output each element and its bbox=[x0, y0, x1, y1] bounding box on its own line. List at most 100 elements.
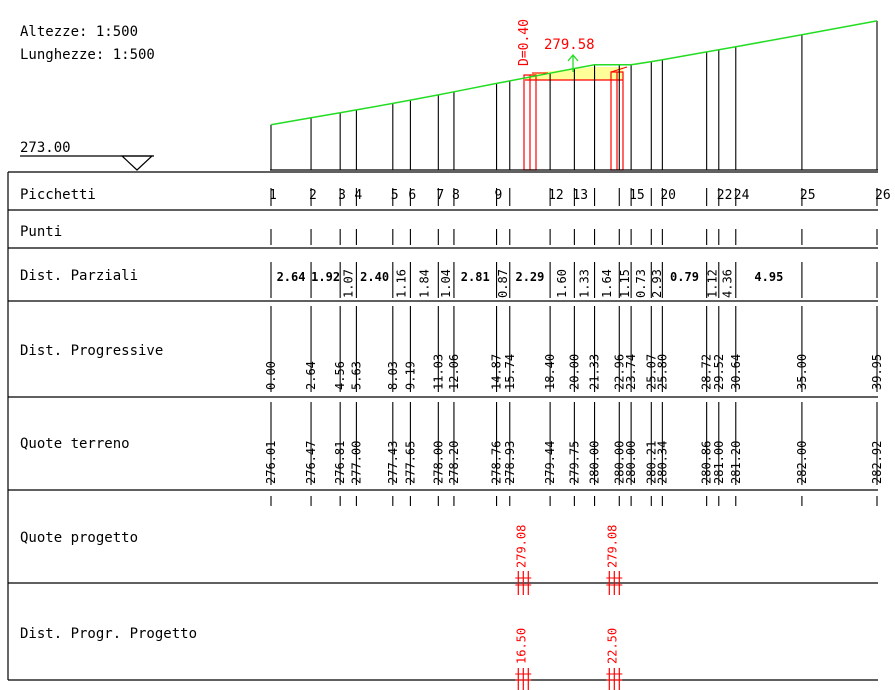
quota-terreno-label: 280.86 bbox=[700, 441, 714, 484]
partial-distance-label: 1.84 bbox=[417, 269, 431, 298]
partial-distance-label: 2.29 bbox=[515, 270, 544, 284]
partial-distance-label: 2.93 bbox=[650, 269, 664, 298]
quota-terreno-label: 280.21 bbox=[644, 441, 658, 484]
quota-terreno-label: 282.00 bbox=[795, 441, 809, 484]
progressive-label: 9.19 bbox=[403, 361, 417, 390]
partial-distance-label: 0.87 bbox=[496, 269, 510, 298]
quota-progetto-label: 279.08 bbox=[514, 525, 528, 568]
picchetto-label: 20 bbox=[660, 188, 676, 203]
progressive-label: 18.40 bbox=[543, 354, 557, 390]
progressive-label: 0.00 bbox=[264, 361, 278, 390]
partial-distance-label: 1.07 bbox=[341, 269, 355, 298]
quota-terreno-label: 280.00 bbox=[612, 441, 626, 484]
partial-distance-label: 4.95 bbox=[754, 270, 783, 284]
partial-distance-label: 2.40 bbox=[360, 270, 389, 284]
picchetto-label: 22 bbox=[717, 188, 733, 203]
progressive-label: 21.33 bbox=[588, 354, 602, 390]
picchetto-label: 4 bbox=[354, 188, 362, 203]
quota-terreno-label: 278.20 bbox=[447, 441, 461, 484]
progressive-label: 25.07 bbox=[644, 354, 658, 390]
picchetto-label: 24 bbox=[734, 188, 750, 203]
quota-terreno-label: 280.00 bbox=[624, 441, 638, 484]
data-table-grid bbox=[7, 171, 878, 681]
picchetto-label: 8 bbox=[452, 188, 460, 203]
row-label-punti: Punti bbox=[20, 224, 62, 240]
row-label-quote-terreno: Quote terreno bbox=[20, 436, 130, 452]
quota-terreno-label: 277.43 bbox=[386, 441, 400, 484]
quota-terreno-label: 278.00 bbox=[431, 441, 445, 484]
picchetto-label: 3 bbox=[338, 188, 346, 203]
progressive-label: 5.63 bbox=[349, 361, 363, 390]
quota-terreno-label: 277.65 bbox=[403, 441, 417, 484]
station-lines bbox=[270, 20, 878, 170]
quota-terreno-label: 279.44 bbox=[543, 441, 557, 484]
partial-distance-label: 1.12 bbox=[706, 269, 720, 298]
partial-distance-label: 1.04 bbox=[439, 269, 453, 298]
quota-terreno-label: 281.20 bbox=[729, 441, 743, 484]
progressive-label: 28.72 bbox=[700, 354, 714, 390]
datum-label: 273.00 bbox=[20, 140, 71, 156]
partial-distance-label: 1.92 bbox=[311, 270, 340, 284]
partial-distance-label: 0.73 bbox=[634, 269, 648, 298]
quota-terreno-label: 276.01 bbox=[264, 441, 278, 484]
picchetto-label: 5 bbox=[391, 188, 399, 203]
row-label-picchetti: Picchetti bbox=[20, 187, 96, 203]
partial-distance-label: 0.79 bbox=[670, 270, 699, 284]
picchetto-label: 25 bbox=[800, 188, 816, 203]
progressive-label: 22.96 bbox=[612, 354, 626, 390]
dist-progr-progetto-label: 16.50 bbox=[514, 628, 528, 664]
progressive-label: 12.06 bbox=[447, 354, 461, 390]
row-label-quote-progetto: Quote progetto bbox=[20, 530, 138, 546]
partial-distance-label: 1.33 bbox=[577, 269, 591, 298]
picchetto-label: 2 bbox=[309, 188, 317, 203]
row-label-dist-progressive: Dist. Progressive bbox=[20, 343, 163, 359]
partial-distance-label: 4.36 bbox=[720, 269, 734, 298]
partial-distance-label: 1.64 bbox=[600, 269, 614, 298]
partial-distance-label: 2.64 bbox=[277, 270, 306, 284]
quota-terreno-label: 278.76 bbox=[490, 441, 504, 484]
progressive-label: 30.64 bbox=[729, 354, 743, 390]
progressive-label: 39.95 bbox=[870, 354, 884, 390]
quota-terreno-label: 282.92 bbox=[870, 441, 884, 484]
scale-heights-label: Altezze: 1:500 bbox=[20, 24, 138, 40]
picchetto-label: 6 bbox=[408, 188, 416, 203]
progressive-label: 14.87 bbox=[490, 354, 504, 390]
progressive-label: 8.03 bbox=[386, 361, 400, 390]
picchetto-label: 9 bbox=[495, 188, 503, 203]
partial-distance-label: 2.81 bbox=[461, 270, 490, 284]
partial-distance-label: 1.60 bbox=[555, 269, 569, 298]
picchetto-label: 7 bbox=[436, 188, 444, 203]
project-elevation-label: 279.58 bbox=[544, 37, 595, 53]
quota-terreno-label: 280.34 bbox=[655, 441, 669, 484]
quota-progetto-label: 279.08 bbox=[605, 525, 619, 568]
picchetto-label: 15 bbox=[629, 188, 645, 203]
progressive-label: 20.00 bbox=[567, 354, 581, 390]
project-table-content: 279.08 16.50 279.08 22.50 bbox=[514, 525, 623, 690]
picchetto-label: 13 bbox=[572, 188, 588, 203]
quota-terreno-label: 278.93 bbox=[503, 441, 517, 484]
progressive-label: 2.64 bbox=[304, 361, 318, 390]
partial-distance-label: 1.15 bbox=[618, 269, 632, 298]
progressive-label: 29.52 bbox=[712, 354, 726, 390]
progressive-label: 35.00 bbox=[795, 354, 809, 390]
quota-terreno-label: 279.75 bbox=[567, 441, 581, 484]
quota-terreno-label: 276.81 bbox=[333, 441, 347, 484]
picchetto-label: 1 bbox=[269, 188, 277, 203]
scale-lengths-label: Lunghezze: 1:500 bbox=[20, 47, 155, 63]
progressive-label: 25.80 bbox=[655, 354, 669, 390]
table-content: 1 0.00 276.01 2 2.64 276.47 3 4.56 276.81 4 5.63 27… bbox=[264, 188, 891, 506]
quota-terreno-label: 276.47 bbox=[304, 441, 318, 484]
quota-terreno-label: 281.00 bbox=[712, 441, 726, 484]
progressive-label: 23.74 bbox=[624, 354, 638, 390]
partial-distance-label: 1.16 bbox=[395, 269, 409, 298]
row-label-dist-progr-progetto: Dist. Progr. Progetto bbox=[20, 626, 197, 642]
picchetto-label: 26 bbox=[875, 188, 891, 203]
ground-profile-line bbox=[270, 20, 878, 126]
depth-label: D=0.40 bbox=[517, 19, 532, 66]
quota-terreno-label: 280.00 bbox=[588, 441, 602, 484]
dist-progr-progetto-label: 22.50 bbox=[605, 628, 619, 664]
row-label-dist-parziali: Dist. Parziali bbox=[20, 268, 138, 284]
datum-triangle-icon bbox=[120, 155, 154, 171]
progressive-label: 15.74 bbox=[503, 354, 517, 390]
